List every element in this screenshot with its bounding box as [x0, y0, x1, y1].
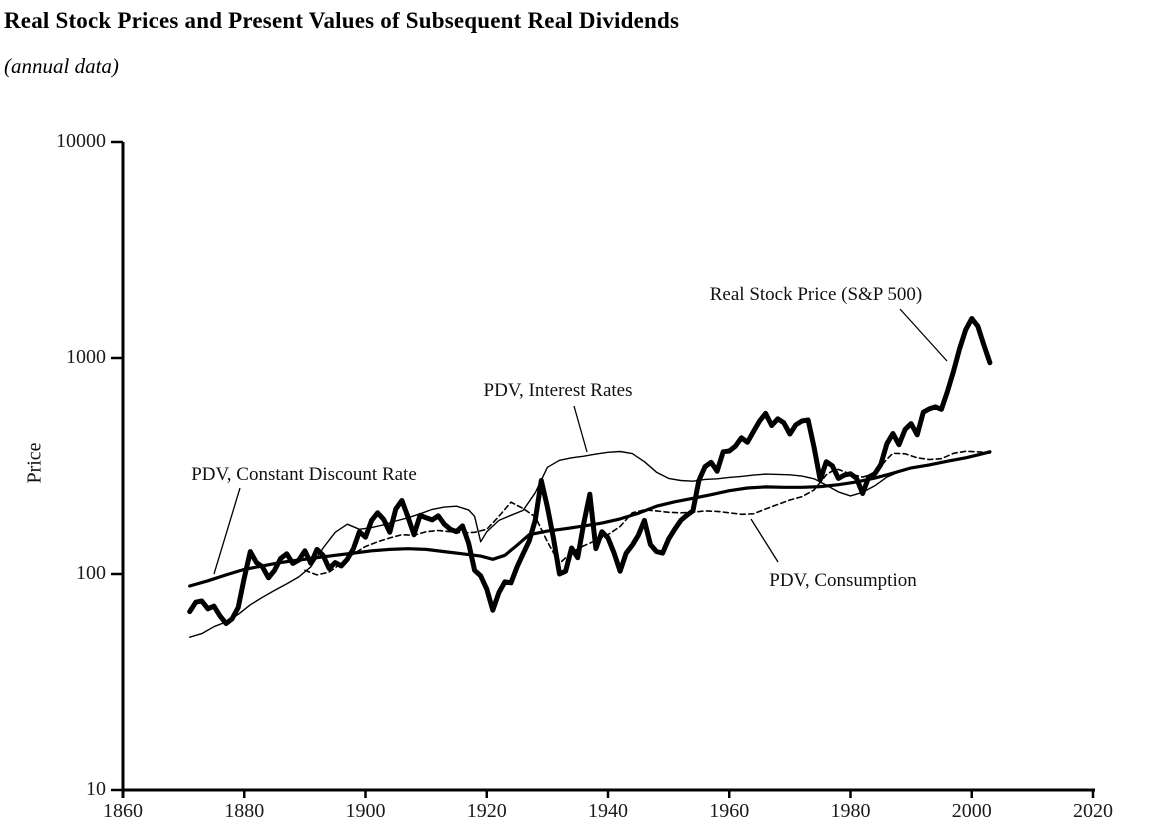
annotation-pdv-constant-discount-rate: PDV, Constant Discount Rate — [191, 464, 417, 485]
x-tick-label: 1960 — [709, 800, 750, 822]
annotation-pdv-consumption: PDV, Consumption — [769, 570, 917, 591]
chart-subtitle: (annual data) — [4, 54, 119, 78]
x-tick-label: 2000 — [951, 800, 992, 822]
x-tick-label: 1940 — [588, 800, 628, 822]
x-tick-label: 1920 — [466, 800, 507, 822]
x-tick-label: 1860 — [103, 800, 143, 822]
leader-line-real-stock-price — [899, 308, 948, 362]
annotation-pdv-interest-rates: PDV, Interest Rates — [483, 380, 633, 401]
x-tick-label: 2020 — [1073, 800, 1113, 822]
series-line-pdv-constant-discount-rate — [188, 450, 992, 588]
annotation-real-stock-price: Real Stock Price (S&P 500) — [709, 284, 923, 305]
leader-line-pdv-constant-discount-rate — [213, 487, 241, 575]
x-tick-label: 1980 — [830, 800, 871, 822]
y-tick-label: 1000 — [66, 346, 106, 368]
y-axis-title: Price — [23, 442, 46, 484]
series-line-pdv-interest-rates — [188, 450, 991, 638]
y-tick-label: 100 — [76, 562, 106, 584]
series-line-pdv-consumption — [304, 450, 991, 576]
chart-title: Real Stock Prices and Present Values of … — [4, 8, 680, 33]
y-tick-label: 10 — [86, 778, 106, 800]
x-tick-label: 1880 — [224, 800, 265, 822]
x-tick-label: 1900 — [345, 800, 386, 822]
leader-line-pdv-interest-rates — [573, 405, 588, 453]
leader-line-pdv-consumption — [750, 518, 779, 563]
y-tick-label: 10000 — [56, 130, 106, 152]
